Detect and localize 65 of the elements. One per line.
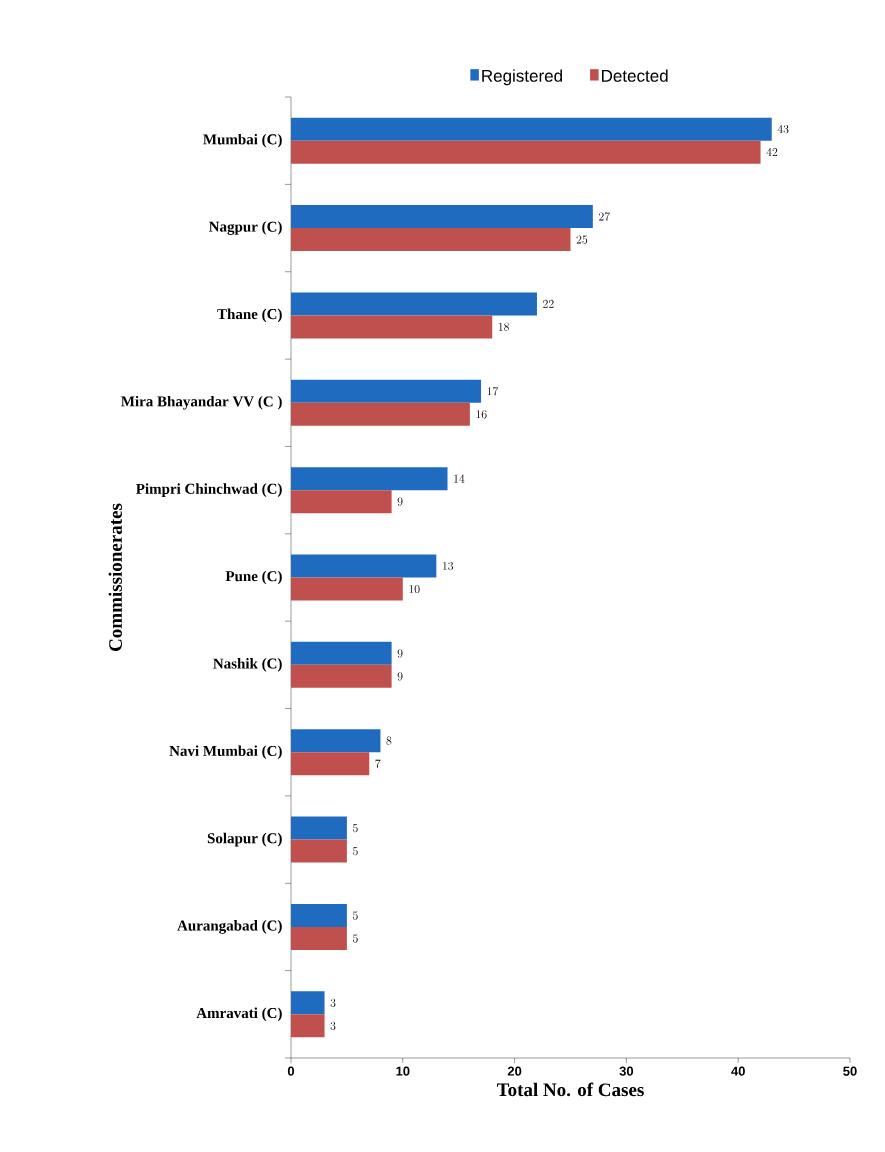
y-tick-label: Pimpri Chinchwad (C) <box>136 483 282 497</box>
bar <box>291 554 437 578</box>
data-label: 10 <box>409 584 420 594</box>
y-tick-label: Solapur (C) <box>207 832 282 847</box>
data-label: 5 <box>353 911 358 920</box>
bar <box>291 641 392 665</box>
bar <box>291 816 347 840</box>
x-tick-label: 50 <box>843 1066 857 1076</box>
y-tick-label: Mumbai (C) <box>203 133 282 148</box>
legend-label: Detected <box>602 69 668 82</box>
bar <box>291 379 482 403</box>
data-label: 27 <box>598 212 610 221</box>
bar <box>291 991 325 1015</box>
bar <box>291 117 772 141</box>
data-label: 5 <box>353 934 358 943</box>
bar <box>291 729 381 753</box>
data-label: 14 <box>454 474 465 483</box>
bar <box>291 315 493 339</box>
data-label: 18 <box>498 322 510 332</box>
data-label: 7 <box>375 759 381 768</box>
data-label: 9 <box>397 497 403 506</box>
y-tick-label: Nagpur (C) <box>209 221 282 235</box>
data-label: 25 <box>576 235 588 244</box>
bar <box>291 577 403 601</box>
x-tick-label: 10 <box>396 1066 410 1076</box>
bar <box>291 752 370 776</box>
y-tick-label: Aurangabad (C) <box>177 920 282 934</box>
data-label: 5 <box>353 823 358 833</box>
x-axis-title: Total No. of Cases <box>496 1082 644 1097</box>
y-tick-label: Thane (C) <box>217 308 282 323</box>
data-label: 22 <box>543 299 554 308</box>
bar <box>291 903 347 927</box>
bar <box>291 467 448 491</box>
y-tick-label: Amravati (C) <box>196 1007 282 1022</box>
x-tick-label: 30 <box>619 1066 634 1076</box>
bar <box>291 490 392 514</box>
y-tick-label: Mira Bhayandar VV (C ) <box>121 395 282 410</box>
bar <box>291 228 571 252</box>
data-label: 13 <box>442 561 454 571</box>
bar <box>291 292 537 316</box>
data-label: 43 <box>777 124 789 134</box>
data-label: 5 <box>353 846 358 856</box>
data-label: 3 <box>330 998 336 1007</box>
x-tick-label: 20 <box>507 1066 522 1076</box>
bar <box>291 664 392 688</box>
x-tick-label: 0 <box>287 1066 295 1076</box>
bar <box>291 926 347 950</box>
bar <box>291 1014 325 1038</box>
bar <box>291 402 470 426</box>
bar <box>291 205 593 229</box>
bar <box>291 839 347 863</box>
data-label: 9 <box>397 672 403 681</box>
data-label: 17 <box>487 387 499 396</box>
x-tick-label: 40 <box>731 1066 745 1076</box>
legend-label: Registered <box>482 69 562 86</box>
y-tick-label: Navi Mumbai (C) <box>169 745 282 760</box>
data-label: 42 <box>766 147 778 157</box>
data-label: 9 <box>397 649 403 658</box>
y-tick-label: Nashik (C) <box>213 658 282 672</box>
data-label: 3 <box>330 1021 336 1030</box>
bar <box>291 140 761 164</box>
data-label: 16 <box>476 410 487 419</box>
y-axis-title: Commissionerates <box>108 503 122 651</box>
y-tick-label: Pune (C) <box>225 570 282 585</box>
data-label: 8 <box>386 736 392 745</box>
